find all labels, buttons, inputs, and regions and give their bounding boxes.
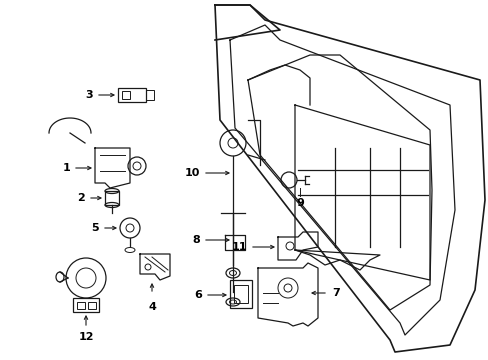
Bar — [122, 91, 130, 99]
Text: 8: 8 — [192, 235, 200, 245]
Bar — [88, 302, 96, 309]
Bar — [105, 191, 119, 205]
Bar — [234, 285, 247, 303]
Bar — [229, 280, 251, 308]
Bar — [73, 298, 99, 312]
Text: 3: 3 — [85, 90, 93, 100]
Text: 6: 6 — [194, 290, 202, 300]
Text: 1: 1 — [62, 163, 70, 173]
Bar — [146, 90, 154, 100]
Text: 10: 10 — [184, 168, 200, 178]
Text: 7: 7 — [331, 288, 339, 298]
Text: 11: 11 — [231, 242, 246, 252]
Text: 12: 12 — [78, 332, 94, 342]
Text: 5: 5 — [91, 223, 99, 233]
Bar — [118, 88, 146, 102]
Text: 9: 9 — [295, 198, 304, 208]
Text: 2: 2 — [77, 193, 85, 203]
Text: 4: 4 — [148, 302, 156, 312]
Bar — [77, 302, 85, 309]
